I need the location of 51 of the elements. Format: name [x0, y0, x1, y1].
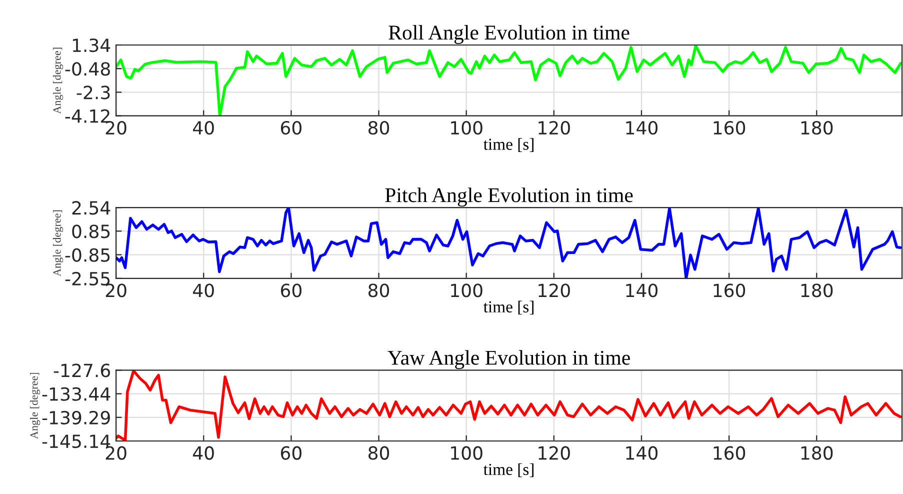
x-tick-label: 40 — [193, 446, 214, 460]
x-tick-label: 120 — [538, 446, 570, 460]
x-tick-label: 40 — [193, 120, 214, 135]
x-tick-label: 80 — [368, 284, 390, 298]
x-tick-label: 100 — [451, 446, 482, 460]
x-tick-label: 180 — [801, 446, 833, 460]
line-series — [116, 208, 902, 278]
x-tick-label: 140 — [626, 446, 658, 460]
line-series — [116, 45, 902, 116]
y-tick-label: -133.44 — [42, 387, 110, 401]
line-series — [116, 370, 902, 441]
y-tick-label: 2.54 — [72, 201, 110, 215]
x-tick-label: 100 — [451, 284, 482, 298]
y-tick-label: 1.34 — [72, 38, 110, 52]
x-tick-label: 20 — [106, 284, 126, 298]
x-tick-label: 140 — [626, 284, 658, 298]
y-axis-title: Angle [degree] — [30, 372, 40, 439]
y-axis-title: Angle [degree] — [52, 48, 64, 114]
y-tick-label: -2.55 — [65, 272, 110, 286]
x-tick-label: 20 — [106, 120, 126, 135]
y-tick-label: -0.48 — [65, 62, 110, 76]
x-axis-title: time [s] — [484, 138, 534, 152]
y-axis-title: Angle [degree] — [52, 210, 64, 276]
x-tick-label: 40 — [193, 284, 214, 298]
y-tick-label: -139.29 — [42, 410, 110, 424]
x-tick-label: 160 — [714, 120, 746, 135]
x-tick-label: 60 — [280, 446, 302, 460]
x-tick-label: 100 — [451, 120, 482, 135]
x-tick-label: 120 — [538, 284, 570, 298]
x-tick-label: 140 — [626, 120, 658, 135]
chart-title: Pitch Angle Evolution in time — [385, 188, 633, 207]
chart-title: Roll Angle Evolution in time — [388, 24, 630, 44]
y-tick-label: -145.14 — [42, 434, 110, 448]
x-tick-label: 20 — [106, 446, 126, 460]
x-tick-label: 180 — [801, 120, 833, 135]
y-tick-label: -127.6 — [54, 364, 110, 378]
y-tick-label: 0.85 — [72, 224, 110, 238]
y-tick-label: -2.3 — [76, 86, 110, 100]
x-tick-label: 120 — [538, 120, 570, 135]
x-axis-title: time [s] — [484, 463, 534, 478]
x-tick-label: 80 — [368, 446, 390, 460]
x-tick-label: 180 — [801, 284, 833, 298]
chart-title: Yaw Angle Evolution in time — [388, 350, 630, 370]
x-tick-label: 80 — [368, 120, 390, 135]
x-axis-title: time [s] — [484, 300, 534, 315]
x-tick-label: 160 — [714, 446, 746, 460]
y-tick-label: -4.12 — [65, 109, 110, 123]
x-tick-label: 160 — [714, 284, 746, 298]
y-tick-label: -0.85 — [65, 248, 110, 262]
x-tick-label: 60 — [280, 284, 302, 298]
x-tick-label: 60 — [280, 120, 302, 135]
